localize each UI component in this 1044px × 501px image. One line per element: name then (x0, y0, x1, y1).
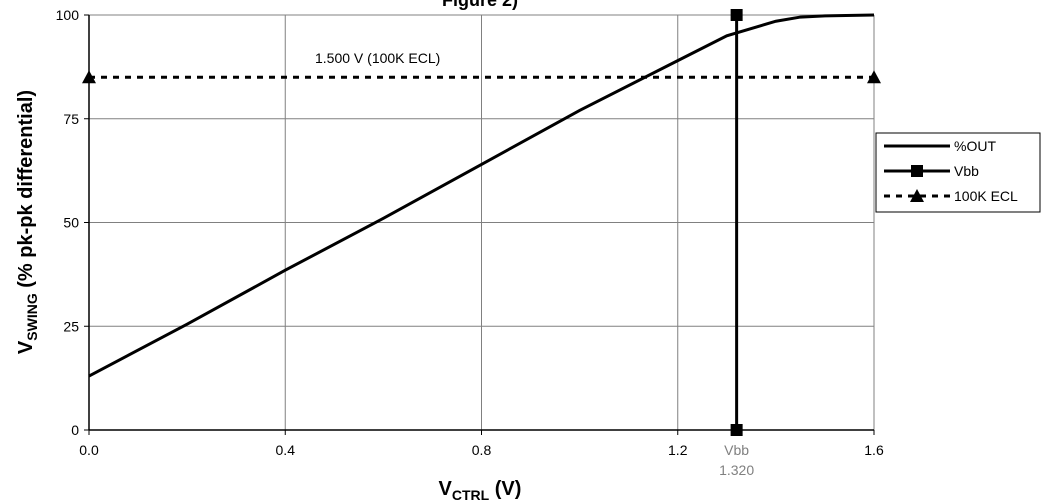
chart-title: Figure 2) (442, 0, 518, 10)
legend-label: %OUT (954, 138, 996, 154)
y-tick-label: 0 (71, 422, 79, 438)
marker-triangle (82, 70, 96, 84)
x-tick-label: 0.8 (472, 442, 492, 458)
x-label-main: V (439, 478, 453, 500)
legend-label: Vbb (954, 163, 979, 179)
x-tick-label: 1.2 (668, 442, 688, 458)
annotation: Vbb (724, 442, 749, 458)
y-axis-label: VSWING (% pk-pk differential) (15, 90, 40, 354)
x-axis-label: VCTRL (V) (439, 478, 522, 501)
y-tick-label: 25 (63, 318, 79, 334)
series-line (88, 13, 875, 378)
x-tick-label: 0.0 (79, 442, 99, 458)
legend-label: 100K ECL (954, 188, 1018, 204)
x-label-sub: CTRL (452, 487, 490, 501)
marker-square (730, 424, 743, 436)
x-tick-label: 1.6 (864, 442, 884, 458)
x-label-rest: (V) (489, 478, 521, 500)
y-tick-label: 75 (63, 111, 79, 127)
marker-square (911, 165, 923, 177)
marker-square (730, 9, 743, 21)
annotation: 1.500 V (100K ECL) (315, 50, 440, 66)
marker-triangle (867, 70, 881, 84)
y-label-main: V (15, 340, 37, 354)
y-label-sub: SWING (24, 293, 40, 341)
y-tick-label: 100 (56, 7, 80, 23)
marker-triangle (910, 189, 924, 202)
x-tick-label: 0.4 (276, 442, 296, 458)
y-tick-label: 50 (63, 215, 79, 231)
legend: %OUT Vbb 100K ECL (875, 132, 1041, 213)
y-label-rest: (% pk-pk differential) (15, 90, 37, 293)
annotation: 1.320 (719, 462, 754, 478)
